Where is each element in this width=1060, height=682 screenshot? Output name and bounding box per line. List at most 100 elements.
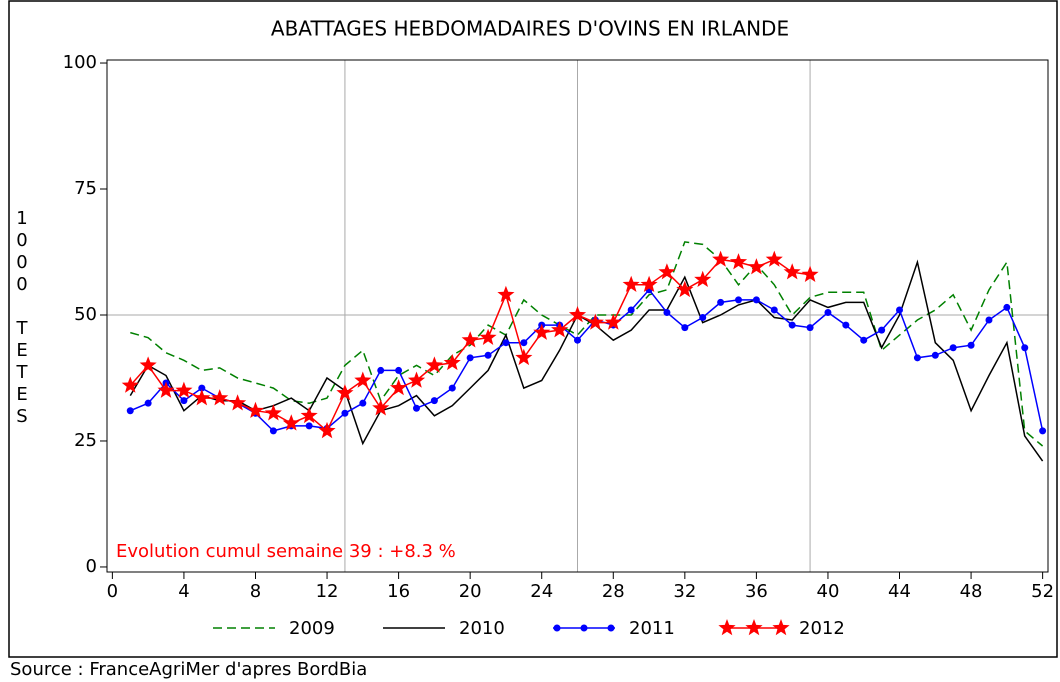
marker [913,354,921,362]
x-tick-label: 28 [602,581,625,602]
marker [466,354,474,362]
x-tick-label: 24 [530,581,553,602]
x-tick-label: 8 [250,581,261,602]
y-tick-label: 100 [63,52,97,73]
marker [497,285,515,303]
marker [157,381,175,398]
marker [229,394,247,411]
marker [139,356,157,373]
marker [502,339,510,347]
marker [896,306,904,314]
legend-marker [718,619,736,636]
y-tick-label: 75 [74,178,97,199]
legend-marker [580,624,588,632]
marker [663,308,671,316]
marker [336,384,354,401]
marker [515,348,533,366]
marker [211,389,229,406]
legend-marker [553,624,561,632]
marker [627,306,635,314]
legend-label: 2012 [799,618,845,639]
marker [574,336,581,344]
marker [193,389,211,406]
marker [586,313,604,330]
marker [931,351,939,359]
marker [484,351,492,359]
marker [783,263,801,280]
marker [533,323,551,340]
marker [126,407,134,415]
marker [479,328,497,345]
marker [390,379,408,396]
chart-title: ABATTAGES HEBDOMADAIRES D'OVINS EN IRLAN… [271,17,789,41]
outer-frame [8,0,1058,658]
marker [878,326,886,334]
x-tick-label: 40 [817,581,840,602]
marker [407,371,426,388]
marker [806,324,814,332]
marker [949,344,957,352]
marker [967,341,975,349]
annotation: Evolution cumul semaine 39 : +8.3 % [116,541,456,562]
marker [372,399,390,416]
marker [395,366,403,374]
x-tick-label: 36 [745,581,768,602]
legend-label: 2009 [289,618,335,639]
marker [175,381,193,398]
marker [747,258,765,275]
marker [180,397,188,405]
marker [448,384,456,392]
legend-marker [607,624,615,632]
x-tick-label: 20 [459,581,482,602]
marker [985,316,993,324]
marker [198,384,206,392]
marker [551,321,569,338]
marker [246,401,264,418]
legend-marker [772,619,790,636]
x-tick-label: 32 [673,581,696,602]
marker [412,404,420,412]
marker [658,263,676,280]
line [129,259,1044,462]
marker [425,356,443,373]
marker [1039,427,1047,435]
marker [860,336,868,344]
marker [788,321,796,329]
marker [520,339,528,347]
marker [461,331,479,348]
marker [430,397,438,405]
source: Source : FranceAgriMer d'apres BordBia [10,659,367,680]
marker [354,371,372,388]
marker [735,296,743,304]
x-tick-label: 16 [387,581,410,602]
x-tick-label: 12 [316,581,339,602]
marker [712,250,730,267]
marker [717,298,725,306]
line [130,241,1044,447]
marker [824,308,832,316]
marker [568,306,587,323]
marker [341,409,349,417]
x-tick-label: 48 [960,581,983,602]
legend-label: 2010 [459,618,505,639]
marker [801,265,819,282]
marker [699,314,707,322]
marker [765,250,783,267]
marker [264,404,282,421]
x-tick-label: 44 [888,581,911,602]
y-tick-label: 25 [74,430,97,451]
x-tick-label: 52 [1031,581,1054,602]
marker [269,427,277,435]
line [130,288,1044,432]
marker [729,253,748,270]
y-axis-label: 1000 TETES [12,208,33,428]
marker [676,280,694,298]
legend-marker [745,619,763,636]
marker [622,275,640,292]
plot-frame [106,59,1049,573]
legend-label: 2011 [629,618,675,639]
y-tick-label: 0 [86,556,97,577]
x-tick-label: 4 [178,581,189,602]
y-tick-label: 50 [74,304,97,325]
marker [144,399,152,407]
